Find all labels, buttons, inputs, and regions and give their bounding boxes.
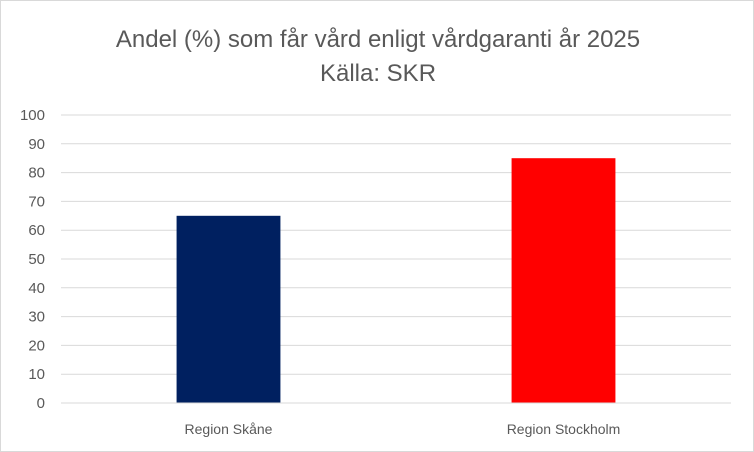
bar-region-skne — [176, 215, 281, 403]
y-tick-label: 70 — [28, 193, 45, 210]
y-tick-label: 30 — [28, 309, 45, 326]
bars — [176, 158, 616, 403]
y-tick-label: 50 — [28, 251, 45, 268]
bar-region-stockholm — [511, 158, 616, 403]
y-tick-label: 90 — [28, 136, 45, 153]
y-tick-label: 10 — [28, 366, 45, 383]
y-axis-tick-labels: 0 10 20 30 40 50 60 70 80 90 100 — [20, 107, 45, 412]
y-tick-label: 80 — [28, 165, 45, 182]
y-tick-label: 20 — [28, 337, 45, 354]
x-axis-category-labels: Region Skåne Region Stockholm — [185, 421, 621, 437]
gridlines — [61, 114, 731, 375]
chart-subtitle: Källa: SKR — [320, 60, 436, 87]
x-category-label: Region Skåne — [185, 421, 273, 437]
chart-title: Andel (%) som får vård enligt vårdgarant… — [116, 26, 640, 53]
x-category-label: Region Stockholm — [507, 421, 621, 437]
y-tick-label: 60 — [28, 222, 45, 239]
y-tick-label: 100 — [20, 107, 45, 124]
y-tick-label: 0 — [37, 395, 45, 412]
y-tick-label: 40 — [28, 280, 45, 297]
